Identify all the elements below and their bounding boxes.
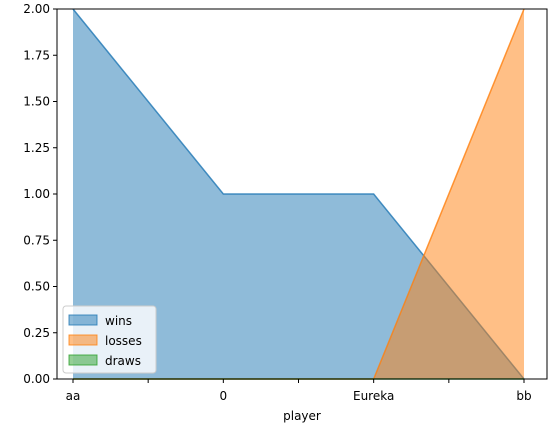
legend-swatch-wins (68, 314, 98, 326)
legend-swatch-draws (68, 354, 98, 366)
y-axis: 0.00 0.25 0.50 0.75 1.00 1.25 1.50 1.75 2.00 (23, 2, 57, 386)
x-axis-label: player (283, 409, 321, 423)
legend-label-wins: wins (105, 314, 132, 328)
x-tick-label: Eureka (353, 389, 394, 403)
legend-label-losses: losses (105, 334, 142, 348)
y-tick-label: 1.25 (23, 141, 50, 155)
x-axis: aa 0 Eureka bb (66, 379, 532, 403)
x-tick-label: aa (66, 389, 81, 403)
legend-label-draws: draws (105, 354, 141, 368)
y-tick-label: 1.50 (23, 95, 50, 109)
y-tick-label: 2.00 (23, 2, 50, 16)
y-tick-label: 1.00 (23, 187, 50, 201)
y-tick-label: 1.75 (23, 48, 50, 62)
y-tick-label: 0.25 (23, 326, 50, 340)
y-tick-label: 0.50 (23, 280, 50, 294)
y-tick-label: 0.00 (23, 372, 50, 386)
legend-swatch-losses (68, 334, 98, 346)
x-tick-label: 0 (220, 389, 228, 403)
legend: wins losses draws (62, 305, 157, 374)
x-tick-label: bb (516, 389, 531, 403)
y-tick-label: 0.75 (23, 233, 50, 247)
